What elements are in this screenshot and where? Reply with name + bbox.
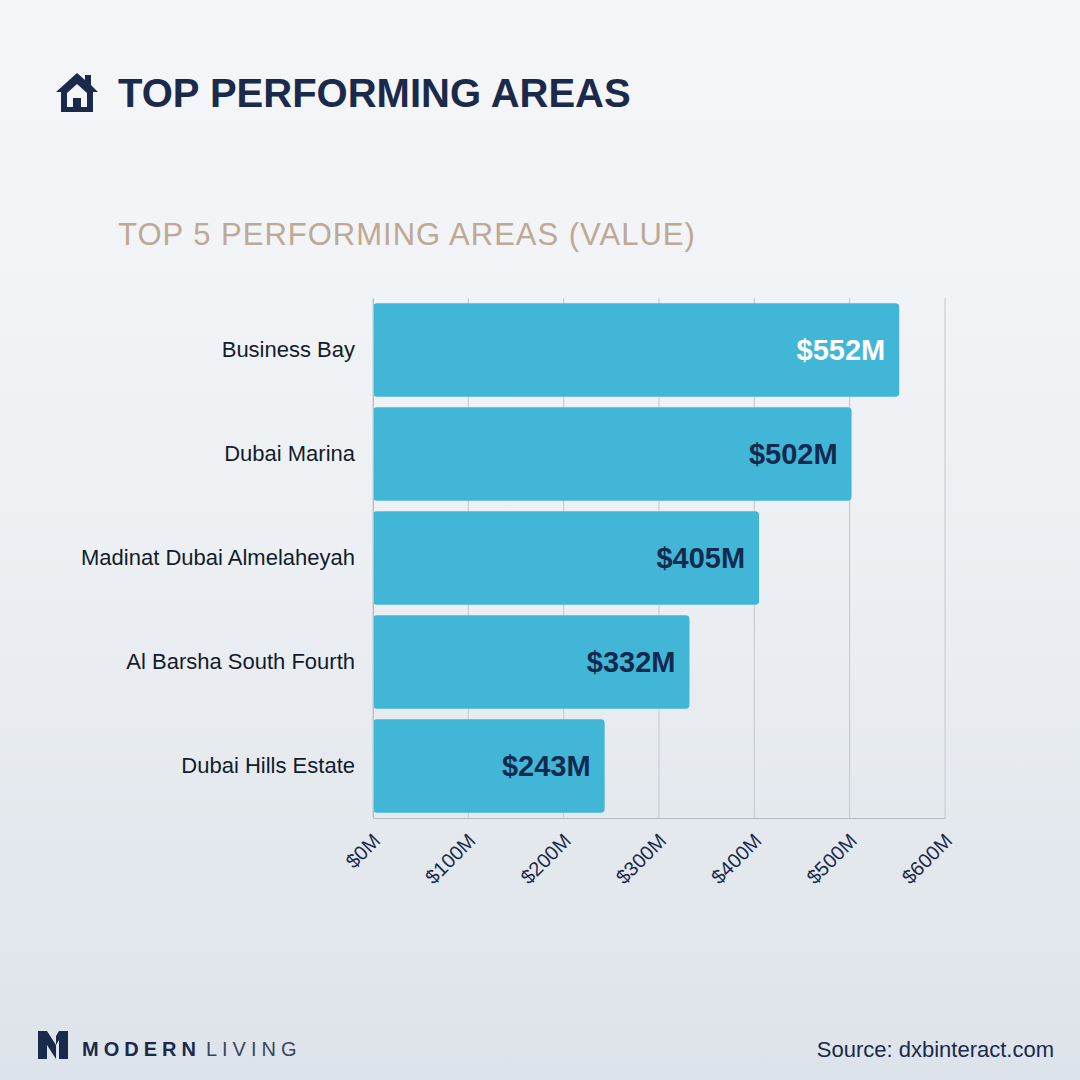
x-tick-label: $0M — [341, 829, 384, 872]
logo-right — [56, 1031, 68, 1059]
x-tick: $600M — [898, 818, 957, 888]
x-tick: $400M — [707, 818, 766, 888]
x-tick-label: $400M — [707, 829, 766, 888]
background — [0, 0, 1080, 1080]
y-tick: Madinat Dubai Almelaheyah — [81, 545, 373, 570]
y-tick-label: Dubai Marina — [224, 441, 356, 466]
data-label: $332M — [587, 646, 676, 678]
data-label: $405M — [656, 542, 745, 574]
grid-line — [373, 298, 374, 818]
bars — [373, 303, 899, 813]
data-label: $552M — [797, 334, 886, 366]
y-tick: Business Bay — [222, 337, 373, 362]
x-tick-label: $300M — [612, 829, 671, 888]
logo-left — [38, 1031, 56, 1059]
grid-line — [945, 298, 946, 818]
house-inner — [67, 84, 87, 107]
bar — [373, 303, 899, 397]
y-axis: Business Bay Dubai Marina Madinat Dubai Al… — [81, 299, 373, 819]
x-tick: $300M — [612, 818, 671, 888]
x-tick-label: $500M — [802, 829, 861, 888]
x-axis: $0M $100M $200M $300M $400M $500M $600M — [341, 818, 956, 888]
chart-root: TOP PERFORMING AREAS TOP 5 PERFORMING ARE… — [0, 0, 1080, 1080]
house-shape — [56, 73, 98, 112]
source-note: Source: dxbinteract.com — [817, 1037, 1054, 1062]
brand-text-light: LIVING — [206, 1038, 302, 1060]
bar — [373, 407, 852, 501]
logo-icon — [38, 1031, 68, 1059]
data-label: $243M — [502, 750, 591, 782]
x-tick: $500M — [802, 818, 861, 888]
x-tick-label: $600M — [898, 829, 957, 888]
data-label: $502M — [749, 438, 838, 470]
y-tick: Dubai Marina — [224, 441, 373, 466]
x-axis-line — [374, 818, 946, 819]
bar — [373, 615, 690, 709]
x-tick: $100M — [421, 818, 480, 888]
bar — [373, 511, 759, 605]
chart-svg: TOP PERFORMING AREAS TOP 5 PERFORMING ARE… — [0, 0, 1080, 1080]
brand-text: MODERN — [82, 1038, 201, 1060]
bar — [373, 719, 605, 813]
data-labels: $552M $502M $405M $332M $243M — [502, 334, 885, 782]
title-icon — [56, 73, 98, 112]
y-tick: Al Barsha South Fourth — [126, 649, 373, 674]
y-tick-label: Business Bay — [222, 337, 355, 362]
y-tick-label: Madinat Dubai Almelaheyah — [81, 545, 355, 570]
chart-subtitle: TOP 5 PERFORMING AREAS (VALUE) — [118, 217, 696, 252]
x-tick-label: $200M — [516, 829, 575, 888]
y-tick: Dubai Hills Estate — [181, 753, 373, 778]
y-tick-label: Al Barsha South Fourth — [126, 649, 355, 674]
x-tick: $200M — [516, 818, 575, 888]
x-tick: $0M — [341, 818, 384, 872]
y-axis-line — [373, 299, 374, 819]
y-tick-label: Dubai Hills Estate — [181, 753, 355, 778]
grid — [373, 298, 945, 818]
chart-title: TOP PERFORMING AREAS — [118, 71, 631, 115]
x-tick-label: $100M — [421, 829, 480, 888]
